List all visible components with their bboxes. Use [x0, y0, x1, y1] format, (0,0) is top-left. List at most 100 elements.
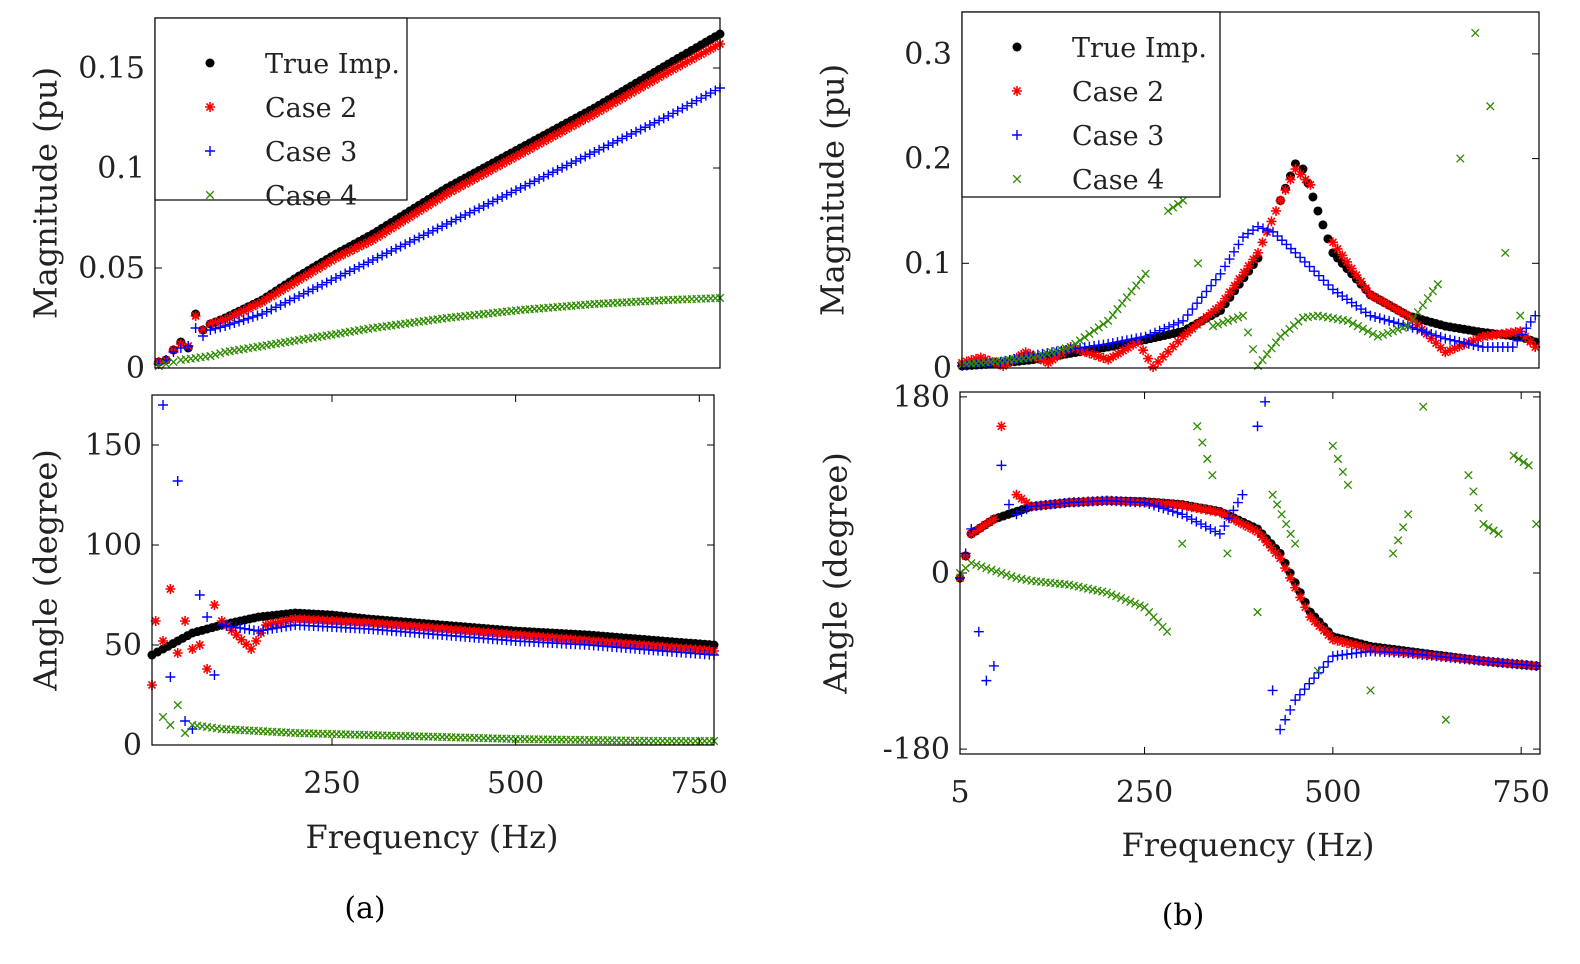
data-point — [1501, 248, 1510, 258]
data-point — [1071, 339, 1080, 348]
data-point — [1473, 341, 1484, 352]
data-point — [1258, 355, 1267, 365]
data-point — [1233, 313, 1243, 322]
data-point — [557, 162, 568, 173]
data-point — [180, 728, 190, 738]
data-point — [1473, 333, 1484, 344]
data-point — [455, 212, 466, 223]
data-point — [644, 77, 655, 88]
data-point — [966, 523, 977, 534]
data-point — [303, 269, 314, 280]
panel-b-angle-marks — [955, 396, 1542, 735]
data-point — [253, 626, 264, 636]
data-point — [1234, 274, 1245, 284]
data-point — [1167, 506, 1178, 517]
data-point — [972, 560, 981, 570]
data-point — [1323, 234, 1333, 244]
data-point — [1332, 635, 1343, 646]
data-point — [617, 93, 628, 104]
panel-b-angle-frame — [959, 391, 1541, 755]
data-point — [497, 192, 508, 202]
panel-b-angle-chart: -180 0 180 5 250 500 750 Angle (degree) Freque… — [817, 380, 1550, 933]
data-point — [238, 315, 249, 325]
data-point — [1393, 325, 1403, 334]
data-point — [487, 164, 498, 174]
legend-marker-cross — [205, 190, 215, 200]
data-point — [317, 261, 328, 272]
data-point — [1393, 536, 1403, 545]
data-point — [1524, 461, 1533, 470]
data-point — [998, 360, 1009, 371]
data-point — [1393, 318, 1404, 329]
legend-entry-label: Case 2 — [265, 93, 357, 124]
data-point — [696, 93, 707, 104]
data-point — [1192, 298, 1203, 309]
data-point — [1398, 523, 1408, 532]
data-point — [209, 600, 220, 610]
data-point — [1228, 314, 1238, 324]
y-tick-label: 0 — [933, 351, 952, 386]
data-point — [1178, 315, 1189, 326]
data-point — [432, 223, 443, 234]
x-tick-label: 500 — [1304, 775, 1361, 810]
data-point — [988, 514, 999, 525]
data-point — [1309, 266, 1320, 277]
data-point — [206, 351, 215, 361]
data-point — [1219, 509, 1230, 520]
data-point — [1356, 276, 1367, 287]
data-point — [224, 312, 235, 323]
data-point — [1299, 256, 1310, 267]
data-point — [180, 616, 191, 626]
data-point — [1358, 324, 1368, 333]
data-point — [483, 198, 494, 209]
data-point — [1214, 528, 1225, 539]
data-point — [1337, 636, 1348, 647]
data-point — [1521, 323, 1532, 334]
data-point — [1196, 519, 1207, 530]
data-point — [501, 189, 512, 200]
data-point — [710, 85, 721, 96]
data-point — [284, 280, 295, 291]
data-point — [1309, 673, 1320, 684]
data-point — [973, 626, 984, 637]
data-point — [1117, 336, 1128, 347]
data-point — [437, 221, 448, 232]
data-point — [1220, 293, 1231, 304]
data-point — [1162, 627, 1172, 636]
data-point — [1178, 331, 1189, 342]
data-point — [635, 82, 646, 93]
data-point — [1168, 341, 1179, 352]
data-point — [190, 311, 201, 321]
data-point — [672, 61, 683, 72]
data-point — [1408, 314, 1418, 324]
y-tick-label: 0.1 — [904, 246, 952, 281]
data-point — [280, 283, 291, 294]
data-point — [584, 149, 595, 160]
data-point — [1135, 601, 1145, 610]
data-point — [547, 131, 558, 142]
data-point — [1383, 328, 1393, 338]
panel-b-angle-ylabel: Angle (degree) — [817, 452, 855, 695]
data-point — [1275, 553, 1286, 564]
data-point — [520, 146, 531, 157]
data-point — [281, 621, 292, 632]
data-point — [1243, 328, 1253, 337]
y-tick-label: 0 — [126, 351, 145, 386]
data-point — [1127, 287, 1136, 296]
data-point — [668, 64, 679, 75]
data-point — [971, 353, 982, 364]
data-point — [566, 121, 577, 132]
data-point — [1173, 199, 1183, 209]
data-point — [663, 67, 674, 77]
data-point — [1257, 223, 1268, 234]
data-point — [1418, 300, 1428, 310]
data-point — [1168, 319, 1179, 330]
data-point — [1177, 500, 1188, 511]
data-point — [211, 350, 220, 359]
data-point — [1047, 348, 1057, 357]
data-point — [169, 357, 178, 367]
data-point — [1223, 316, 1233, 326]
data-point — [1253, 607, 1262, 617]
data-point — [1028, 353, 1038, 362]
data-point — [979, 520, 990, 531]
